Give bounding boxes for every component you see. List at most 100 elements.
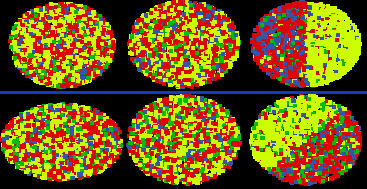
Point xyxy=(83,12,88,15)
Point xyxy=(114,132,120,135)
Point xyxy=(171,6,177,9)
Point xyxy=(81,56,87,59)
Point xyxy=(299,162,305,165)
Point xyxy=(332,29,338,32)
Point xyxy=(201,27,207,30)
Point xyxy=(314,112,320,115)
Point xyxy=(350,133,356,136)
Point xyxy=(106,128,112,131)
Point xyxy=(159,113,165,116)
Point xyxy=(262,112,268,115)
Point xyxy=(75,122,81,125)
Point xyxy=(305,41,310,44)
Point xyxy=(290,42,295,45)
Point xyxy=(101,118,106,121)
Point xyxy=(163,8,169,11)
Point xyxy=(139,44,145,47)
Point xyxy=(1,138,7,141)
Point xyxy=(302,108,308,112)
Point xyxy=(44,62,50,65)
Point xyxy=(86,166,92,169)
Point xyxy=(130,51,136,54)
Point xyxy=(69,40,75,43)
Point xyxy=(181,6,187,9)
Point xyxy=(279,14,285,17)
Point xyxy=(196,6,202,9)
Point xyxy=(44,118,50,121)
Point xyxy=(232,155,238,158)
Point xyxy=(185,50,190,53)
Point xyxy=(44,139,50,142)
Point xyxy=(30,38,36,41)
Point xyxy=(225,33,231,36)
Point xyxy=(35,160,41,163)
Point xyxy=(327,47,333,50)
Point xyxy=(278,55,284,58)
Point xyxy=(58,11,64,14)
Point xyxy=(281,165,287,168)
Point xyxy=(345,116,351,119)
Point xyxy=(77,138,83,141)
Point xyxy=(199,46,204,49)
Point xyxy=(291,59,297,62)
Point xyxy=(170,158,176,161)
Point xyxy=(327,138,333,141)
Point xyxy=(99,51,105,54)
Point xyxy=(152,12,158,15)
Point xyxy=(280,101,286,104)
Point xyxy=(75,7,81,10)
Point xyxy=(177,131,182,134)
Point xyxy=(189,156,195,159)
Point xyxy=(59,75,65,78)
Point xyxy=(19,51,25,54)
Point xyxy=(135,145,141,148)
Point xyxy=(68,2,74,5)
Point xyxy=(294,130,300,133)
Point xyxy=(267,22,273,25)
Point xyxy=(88,44,94,47)
Point xyxy=(298,152,304,155)
Point xyxy=(301,147,307,150)
Point xyxy=(282,122,288,125)
Point xyxy=(106,34,112,37)
Point xyxy=(155,19,161,22)
Point xyxy=(32,25,38,28)
Point xyxy=(90,76,96,79)
Point xyxy=(190,33,196,36)
Point xyxy=(203,26,209,29)
Point xyxy=(80,81,86,84)
Point xyxy=(106,53,112,56)
Point xyxy=(15,59,21,62)
Point xyxy=(253,40,259,43)
Point xyxy=(83,163,89,166)
Point xyxy=(203,163,209,166)
Point xyxy=(292,168,298,171)
Point xyxy=(218,71,224,74)
Point xyxy=(138,151,144,154)
Point xyxy=(310,47,316,50)
Point xyxy=(77,65,83,68)
Point xyxy=(44,55,50,58)
Point xyxy=(189,127,195,130)
Point xyxy=(299,22,305,25)
Point xyxy=(148,119,154,122)
Point xyxy=(22,57,28,60)
Point xyxy=(191,31,197,34)
Point xyxy=(317,69,323,72)
Point xyxy=(88,70,94,73)
Point xyxy=(146,53,152,56)
Point xyxy=(19,31,25,34)
Point xyxy=(182,139,188,143)
Point xyxy=(56,39,62,42)
Point xyxy=(34,158,40,161)
Point xyxy=(54,72,59,75)
Point xyxy=(61,84,67,87)
Point xyxy=(22,129,28,132)
Point xyxy=(136,150,142,153)
Point xyxy=(259,157,265,160)
Point xyxy=(232,34,237,37)
Point xyxy=(110,40,116,43)
Point xyxy=(282,131,288,134)
Point xyxy=(203,24,208,27)
Point xyxy=(339,62,345,65)
